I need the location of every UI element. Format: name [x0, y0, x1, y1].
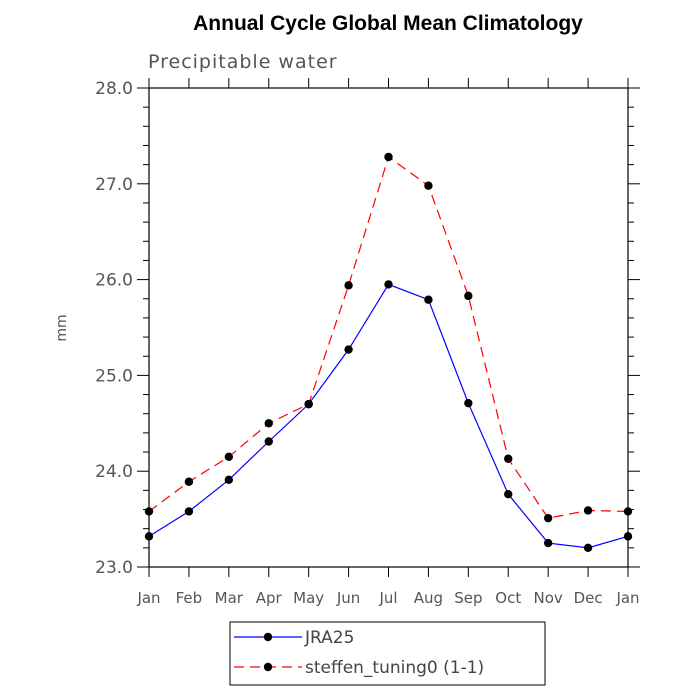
data-point	[424, 295, 433, 304]
data-point	[384, 280, 393, 289]
data-point	[464, 291, 473, 301]
y-tick-label: 26.0	[95, 271, 133, 291]
data-point	[144, 507, 154, 516]
series-line	[148, 283, 629, 549]
data-point	[264, 437, 273, 446]
chart-title: Annual Cycle Global Mean Climatology	[193, 12, 583, 35]
series-layer	[144, 152, 633, 553]
chart-subtitle: Precipitable water	[148, 51, 338, 73]
legend-box	[229, 621, 546, 686]
data-point	[224, 475, 234, 485]
legend-marker	[263, 662, 273, 672]
axis-ticks	[137, 78, 640, 577]
data-point	[184, 477, 194, 486]
data-point	[424, 181, 433, 190]
data-point	[623, 532, 633, 541]
y-tick-label: 24.0	[95, 462, 133, 482]
y-tick-label: 25.0	[95, 366, 133, 386]
y-tick-label: 27.0	[95, 175, 133, 195]
x-tick-label: Dec	[574, 589, 603, 607]
data-point	[464, 398, 473, 408]
legend: JRA25 steffen_tuning0 (1-1)	[229, 621, 546, 686]
data-point	[224, 452, 234, 462]
y-axis-label: mm	[54, 314, 70, 341]
data-point	[344, 345, 353, 354]
x-tick-label: Jun	[336, 589, 360, 607]
x-tick-label: Sep	[454, 589, 482, 607]
data-point	[623, 507, 633, 516]
x-tick-label: Apr	[256, 589, 283, 607]
data-point	[184, 507, 194, 516]
x-tick-label: May	[293, 589, 324, 607]
x-tick-label: Feb	[176, 589, 203, 607]
legend-label: JRA25	[304, 628, 354, 648]
data-point	[344, 281, 353, 290]
x-tick-label: Mar	[215, 589, 244, 607]
data-point	[384, 152, 393, 162]
y-tick-label: 28.0	[95, 79, 133, 99]
x-tick-labels: Jan Feb Mar Apr May Jun Jul Aug Sep Oct Nov Dec Jan	[136, 589, 639, 607]
data-point	[504, 489, 513, 499]
data-point	[144, 532, 154, 541]
x-tick-label: Nov	[534, 589, 563, 607]
series-line	[148, 156, 629, 519]
data-point	[583, 543, 593, 553]
x-tick-label: Aug	[414, 589, 443, 607]
y-tick-labels: 23.0 24.0 25.0 26.0 27.0 28.0	[95, 79, 133, 578]
data-point	[543, 538, 553, 548]
data-point	[504, 454, 513, 463]
data-point	[583, 506, 593, 515]
data-point	[264, 419, 273, 428]
legend-marker	[263, 632, 273, 642]
x-tick-label: Jul	[378, 589, 397, 607]
data-point	[543, 513, 553, 523]
y-tick-label: 23.0	[95, 558, 133, 578]
x-tick-label: Oct	[495, 589, 521, 607]
x-tick-label: Jan	[615, 589, 639, 607]
legend-label: steffen_tuning0 (1-1)	[305, 658, 484, 678]
x-tick-label: Jan	[136, 589, 160, 607]
data-point	[304, 399, 313, 409]
